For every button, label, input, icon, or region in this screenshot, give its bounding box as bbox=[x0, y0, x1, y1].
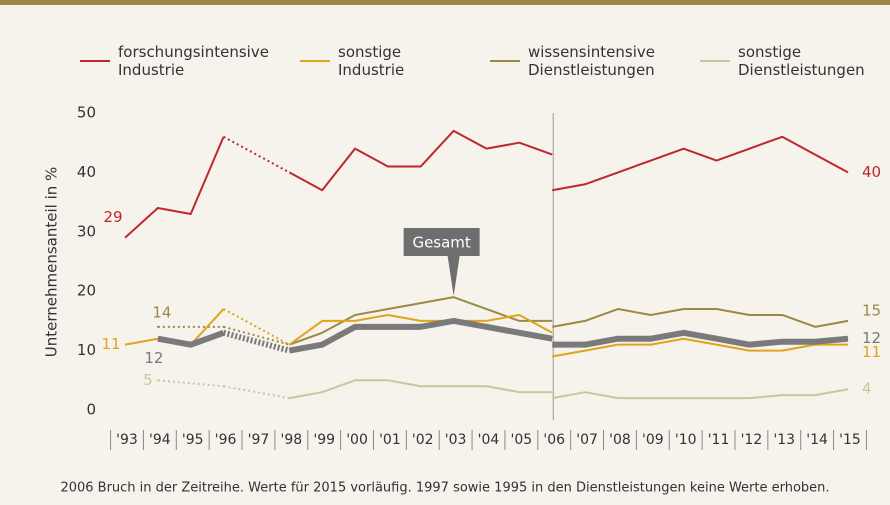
x-tick-label: '06 bbox=[543, 432, 565, 448]
legend-label: sonstige Industrie bbox=[338, 43, 404, 79]
first-label: 11 bbox=[101, 335, 120, 353]
legend-label: forschungsintensive Industrie bbox=[118, 43, 269, 79]
x-tick-label: '00 bbox=[346, 432, 368, 448]
x-tick-label: '99 bbox=[313, 432, 335, 448]
series-line bbox=[289, 379, 553, 400]
x-tick-label: '03 bbox=[445, 432, 467, 448]
x-tick-label: '13 bbox=[773, 432, 795, 448]
x-tick-label: '14 bbox=[806, 432, 828, 448]
gap-connector bbox=[223, 385, 290, 400]
first-label: 12 bbox=[144, 349, 163, 367]
series-line bbox=[288, 317, 553, 354]
y-tick-label: 0 bbox=[86, 401, 96, 419]
legend-label: sonstige Dienstleistungen bbox=[738, 43, 865, 79]
y-tick-label: 40 bbox=[77, 163, 96, 181]
series-line bbox=[552, 308, 849, 328]
y-axis-label: Unternehmensanteil in % bbox=[43, 167, 61, 358]
x-tick-label: '96 bbox=[215, 432, 237, 448]
gap-connector bbox=[222, 329, 291, 354]
last-label: 4 bbox=[862, 380, 872, 398]
last-label: 11 bbox=[862, 343, 881, 361]
x-tick-label: '12 bbox=[741, 432, 763, 448]
x-tick-label: '02 bbox=[412, 432, 434, 448]
annotation-box bbox=[403, 228, 480, 256]
x-tick-label: '07 bbox=[576, 432, 598, 448]
x-tick-label: '94 bbox=[149, 432, 171, 448]
y-tick-label: 30 bbox=[77, 222, 96, 240]
last-label: 40 bbox=[862, 163, 881, 181]
x-tick-label: '95 bbox=[182, 432, 204, 448]
gap-connector bbox=[223, 135, 290, 174]
first-label: 14 bbox=[152, 303, 171, 321]
x-tick-label: '97 bbox=[248, 432, 270, 448]
last-label: 15 bbox=[862, 301, 881, 319]
gap-connector bbox=[157, 379, 224, 388]
gap-connector bbox=[223, 325, 290, 346]
series-line bbox=[157, 329, 225, 348]
annotation-pointer bbox=[447, 256, 460, 296]
x-tick-label: '05 bbox=[511, 432, 533, 448]
legend-label: wissensintensive Dienstleistungen bbox=[528, 43, 655, 79]
x-tick-label: '10 bbox=[675, 432, 697, 448]
last-label: 12 bbox=[862, 329, 881, 347]
x-tick-label: '09 bbox=[642, 432, 664, 448]
x-tick-label: '08 bbox=[609, 432, 631, 448]
x-tick-label: '11 bbox=[708, 432, 730, 448]
y-tick-label: 10 bbox=[77, 341, 96, 359]
footnote: 2006 Bruch in der Zeitreihe. Werte für 2… bbox=[60, 481, 829, 496]
series-line bbox=[552, 337, 848, 358]
first-label: 29 bbox=[103, 208, 122, 226]
series-line bbox=[288, 129, 553, 192]
x-tick-label: '01 bbox=[379, 432, 401, 448]
x-tick-label: '98 bbox=[280, 432, 302, 448]
x-tick-label: '04 bbox=[478, 432, 500, 448]
series-line bbox=[124, 136, 225, 239]
x-tick-label: '93 bbox=[116, 432, 138, 448]
series-line bbox=[552, 329, 849, 348]
series-line bbox=[552, 135, 849, 192]
series-line bbox=[552, 388, 849, 400]
x-tick-label: '15 bbox=[839, 432, 861, 448]
series-line bbox=[288, 313, 553, 346]
y-tick-label: 20 bbox=[77, 282, 96, 300]
first-label: 5 bbox=[143, 371, 153, 389]
annotation: Gesamt bbox=[412, 234, 470, 252]
y-tick-label: 50 bbox=[77, 104, 96, 122]
top-rule bbox=[0, 0, 890, 5]
